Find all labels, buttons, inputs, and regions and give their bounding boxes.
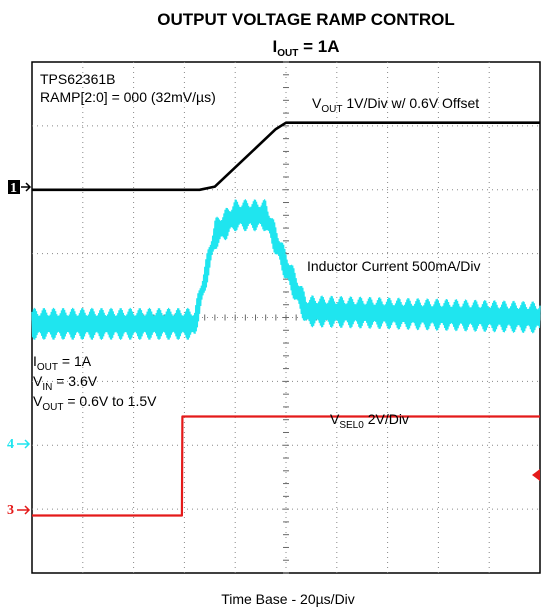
trigger-level-marker	[532, 469, 540, 481]
x-axis-label: Time Base - 20µs/Div	[221, 591, 355, 607]
vout-label-base: V	[312, 95, 322, 111]
subtitle-rest: = 1A	[298, 37, 339, 56]
condition-vout: VOUT = 0.6V to 1.5V	[33, 393, 157, 413]
device-label: TPS62361B	[40, 71, 116, 87]
vout-label-rest: 1V/Div w/ 0.6V Offset	[342, 95, 479, 111]
vout-cond-base: V	[33, 393, 43, 409]
vout-series-label: VOUT 1V/Div w/ 0.6V Offset	[312, 95, 479, 115]
channel-4-marker-text: 4	[7, 437, 14, 452]
condition-iout: IOUT = 1A	[33, 353, 92, 373]
vout-trace	[32, 121, 540, 192]
vsel0-trace	[32, 415, 540, 517]
iout-base: I	[33, 353, 37, 369]
vout-cond-subscript: OUT	[42, 402, 63, 413]
chart-subtitle: IOUT = 1A	[273, 37, 340, 59]
iout-subscript: OUT	[37, 362, 58, 373]
condition-vin: VIN = 3.6V	[33, 373, 98, 393]
channel-3-marker-text: 3	[7, 503, 14, 518]
vsel0-label-rest: 2V/Div	[364, 411, 409, 427]
channel-4-marker: 4	[7, 437, 31, 452]
channel-1-marker: 1	[8, 180, 32, 196]
vsel0-label-subscript: SEL0	[339, 420, 364, 431]
channel-3-marker: 3	[7, 503, 31, 518]
chart-title: OUTPUT VOLTAGE RAMP CONTROL	[157, 10, 455, 29]
traces	[31, 121, 541, 517]
iout-rest: = 1A	[58, 353, 92, 369]
channel-1-marker-text: 1	[10, 181, 17, 196]
ramp-setting-label: RAMP[2:0] = 000 (32mV/µs)	[40, 89, 216, 105]
subtitle-subscript: OUT	[277, 48, 298, 59]
vin-subscript: IN	[42, 382, 52, 393]
vsel0-series-label: VSEL0 2V/Div	[330, 411, 409, 431]
inductor-current-trace	[31, 199, 541, 340]
inductor-current-series-label: Inductor Current 500mA/Div	[307, 258, 481, 274]
subtitle-base: I	[273, 37, 278, 56]
vout-cond-rest: = 0.6V to 1.5V	[63, 393, 157, 409]
vout-label-subscript: OUT	[321, 104, 342, 115]
vin-rest: = 3.6V	[52, 373, 97, 389]
vin-base: V	[33, 373, 43, 389]
vsel0-label-base: V	[330, 411, 340, 427]
